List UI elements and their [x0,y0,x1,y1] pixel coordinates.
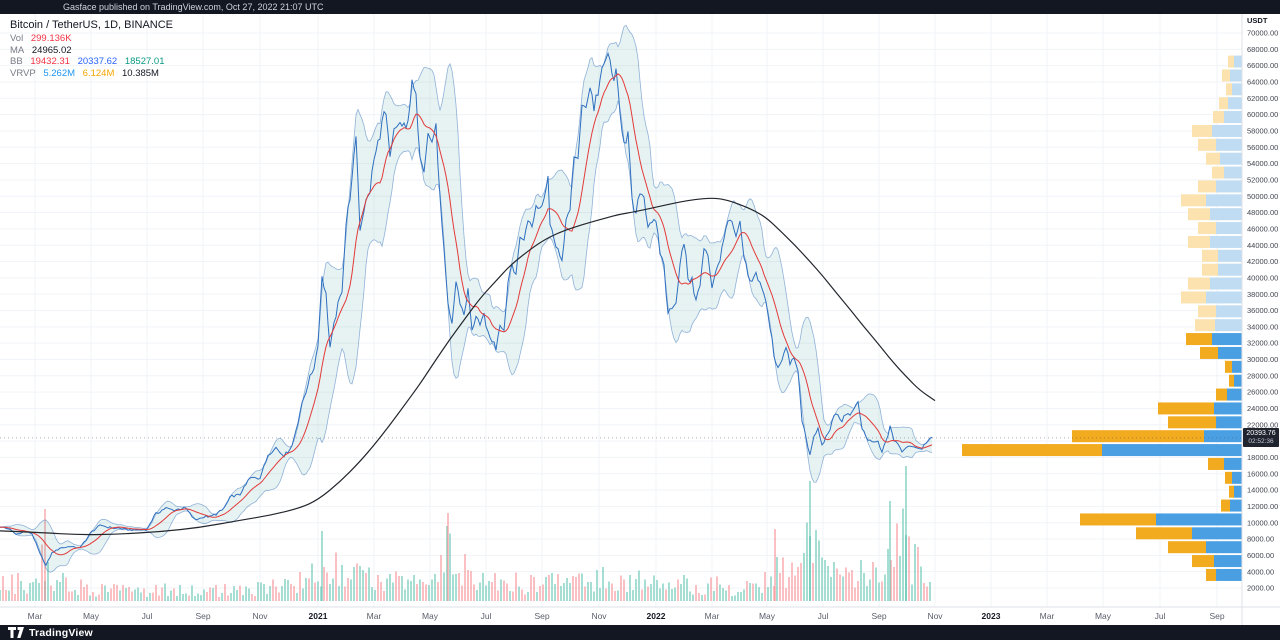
bb-indicator-row[interactable]: BB 19432.31 20337.62 18527.01 [10,56,173,68]
svg-text:Nov: Nov [927,611,943,621]
svg-text:52000.00: 52000.00 [1247,176,1278,185]
svg-text:64000.00: 64000.00 [1247,78,1278,87]
svg-text:Mar: Mar [1040,611,1055,621]
svg-text:38000.00: 38000.00 [1247,290,1278,299]
svg-text:22000.00: 22000.00 [1247,420,1278,429]
svg-text:62000.00: 62000.00 [1247,94,1278,103]
svg-text:Jul: Jul [142,611,153,621]
bb-lower-value: 18527.01 [124,56,165,67]
bb-label: BB [10,56,23,67]
price-axis-unit[interactable]: USDT [1247,16,1268,25]
tradingview-logo-icon[interactable] [8,627,24,638]
svg-text:Mar: Mar [367,611,382,621]
svg-text:6000.00: 6000.00 [1247,551,1274,560]
svg-text:2023: 2023 [982,611,1001,621]
svg-text:58000.00: 58000.00 [1247,127,1278,136]
vrvp-value-1: 5.262M [43,67,76,79]
svg-text:Sep: Sep [1209,611,1224,621]
ma-label: MA [10,44,25,56]
svg-text:14000.00: 14000.00 [1247,486,1278,495]
svg-text:May: May [759,611,776,621]
svg-text:50000.00: 50000.00 [1247,192,1278,201]
price-line [0,51,933,567]
svg-text:2022: 2022 [647,611,666,621]
svg-text:56000.00: 56000.00 [1247,143,1278,152]
vol-label: Vol [10,33,24,44]
svg-text:34000.00: 34000.00 [1247,322,1278,331]
bb-basis-value: 20337.62 [77,56,118,67]
svg-text:Sep: Sep [534,611,549,621]
chart-legend: Bitcoin / TetherUS, 1D, BINANCE Vol 299.… [10,19,173,79]
svg-text:42000.00: 42000.00 [1247,257,1278,266]
symbol-title[interactable]: Bitcoin / TetherUS, 1D, BINANCE [10,19,174,31]
svg-text:16000.00: 16000.00 [1247,469,1278,478]
svg-text:26000.00: 26000.00 [1247,388,1278,397]
volume-indicator-row[interactable]: Vol 299.136K [10,33,173,45]
svg-text:Mar: Mar [705,611,720,621]
ma-indicator-row[interactable]: MA 24965.02 [10,45,173,57]
tradingview-wordmark[interactable]: TradingView [29,626,93,639]
svg-text:28000.00: 28000.00 [1247,371,1278,380]
svg-text:60000.00: 60000.00 [1247,110,1278,119]
vrvp-value-3: 10.385M [122,67,159,79]
svg-text:May: May [83,611,100,621]
svg-text:48000.00: 48000.00 [1247,208,1278,217]
svg-text:54000.00: 54000.00 [1247,159,1278,168]
axis-separators [0,14,1280,625]
svg-text:24000.00: 24000.00 [1247,404,1278,413]
svg-text:2000.00: 2000.00 [1247,584,1274,593]
svg-text:18000.00: 18000.00 [1247,453,1278,462]
svg-text:66000.00: 66000.00 [1247,61,1278,70]
bar-countdown: 02:52:36 [1248,438,1274,446]
svg-text:32000.00: 32000.00 [1247,339,1278,348]
grid [0,14,1242,607]
volume-profile [962,55,1242,581]
svg-text:Nov: Nov [591,611,607,621]
publish-text: Gasface published on TradingView.com, Oc… [63,2,324,12]
svg-text:Sep: Sep [871,611,886,621]
svg-text:2021: 2021 [309,611,328,621]
ma-value: 24965.02 [31,44,72,56]
vrvp-value-2: 6.124M [82,67,115,79]
svg-text:68000.00: 68000.00 [1247,45,1278,54]
svg-text:46000.00: 46000.00 [1247,224,1278,233]
price-axis-labels: 2000.00 4000.00 6000.00 8000.00 10000.00 1200… [1247,29,1278,593]
svg-text:30000.00: 30000.00 [1247,355,1278,364]
svg-text:Mar: Mar [28,611,43,621]
svg-text:4000.00: 4000.00 [1247,567,1274,576]
svg-text:Nov: Nov [252,611,268,621]
ma-long-line [0,197,936,536]
svg-text:40000.00: 40000.00 [1247,273,1278,282]
svg-text:Jul: Jul [1155,611,1166,621]
vrvp-indicator-row[interactable]: VRVP 5.262M 6.124M 10.385M [10,68,173,80]
svg-text:Jul: Jul [481,611,492,621]
last-price-badge: 20393.76 02:52:36 [1243,428,1279,448]
volume-bars [0,466,931,601]
time-axis-labels: Mar May Jul Sep Nov 2021 Mar May Jul Sep Nov 2022 Ma… [28,611,1225,621]
svg-text:May: May [1095,611,1112,621]
svg-text:36000.00: 36000.00 [1247,306,1278,315]
footer-bar: TradingView [0,625,1280,640]
last-price-value: 20393.76 [1246,430,1276,438]
svg-text:May: May [422,611,439,621]
svg-text:44000.00: 44000.00 [1247,241,1278,250]
svg-text:Jul: Jul [818,611,829,621]
bb-upper-value: 19432.31 [30,56,70,67]
vrvp-label: VRVP [10,67,36,79]
svg-text:12000.00: 12000.00 [1247,502,1278,511]
publish-header: Gasface published on TradingView.com, Oc… [0,0,1280,14]
vol-value: 299.136K [30,33,72,44]
svg-text:70000.00: 70000.00 [1247,29,1278,38]
svg-text:8000.00: 8000.00 [1247,535,1274,544]
svg-text:Sep: Sep [195,611,210,621]
svg-text:10000.00: 10000.00 [1247,518,1278,527]
